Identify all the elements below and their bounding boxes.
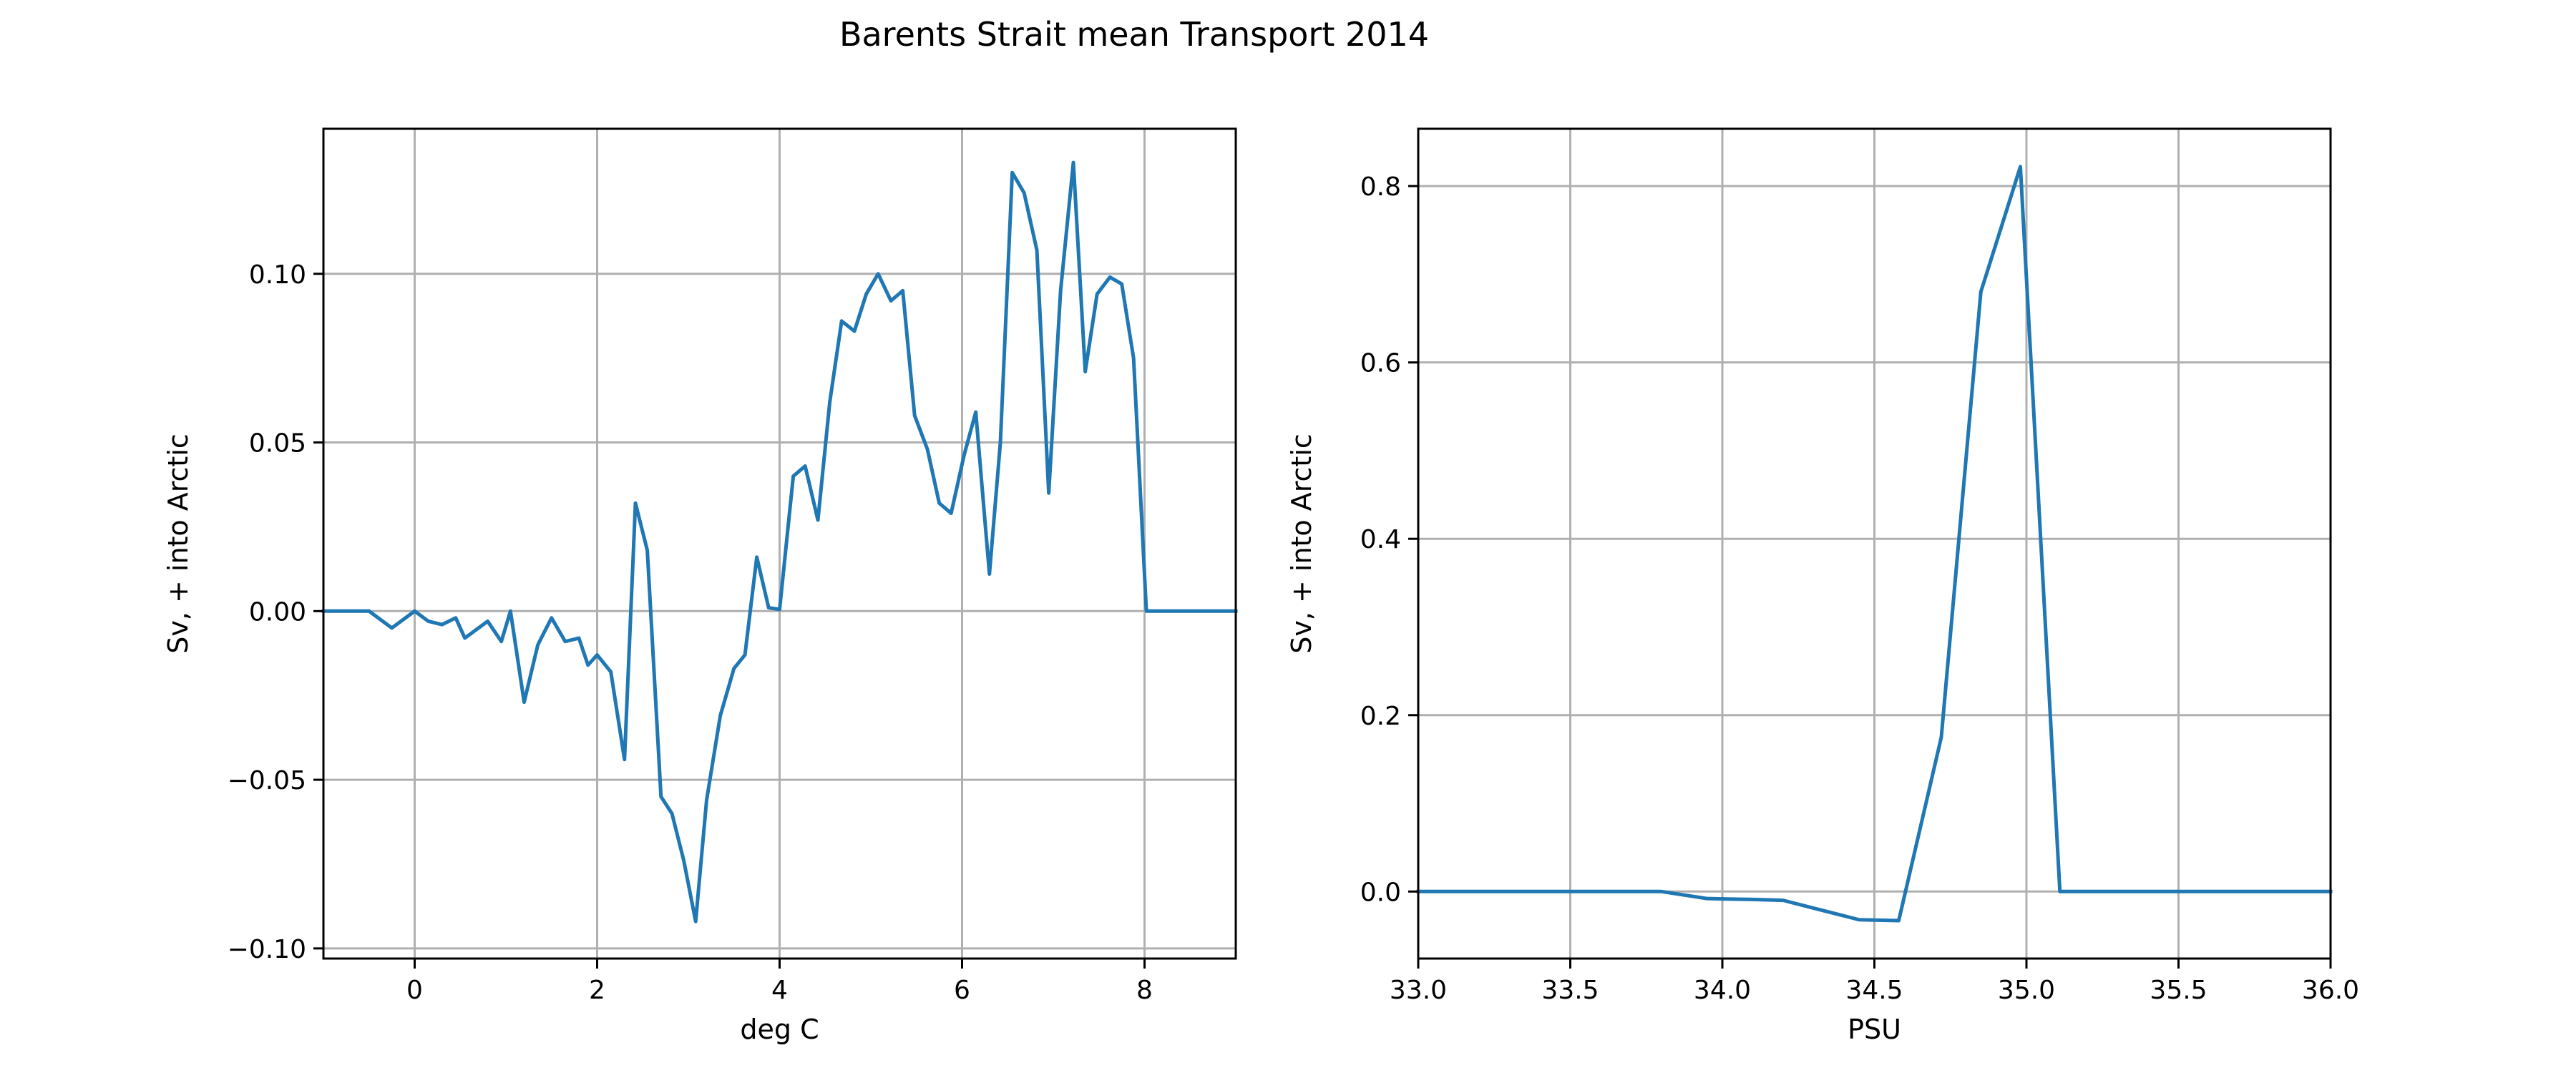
chart-2-x-tick-label-1: 33.0 — [1390, 976, 1447, 1005]
chart-1-x-tick-label-4: 6 — [954, 976, 970, 1005]
chart-2-x-tick-label-4: 34.5 — [1845, 976, 1903, 1005]
chart-2-x-tick-label-7: 36.0 — [2302, 976, 2359, 1005]
chart-1-y-tick-label-1: −0.10 — [228, 935, 306, 964]
chart-1-x-tick-label-3: 4 — [771, 976, 788, 1005]
chart-1-y-tick-label-5: 0.10 — [249, 260, 306, 290]
chart-1-x-tick-label-5: 8 — [1136, 976, 1153, 1005]
chart-1-y-axis-label: Sv, + into Arctic — [162, 433, 194, 654]
chart-2-axes: 33.0 33.5 34.0 34.5 35.0 35.5 36.0 0.0 0.2 0.4 0.6… — [1286, 127, 2359, 1045]
chart-2-y-tick-label-4: 0.6 — [1360, 349, 1401, 378]
figure-title: Barents Strait mean Transport 2014 — [839, 15, 1429, 54]
chart-1-x-tick-label-2: 2 — [589, 976, 605, 1005]
chart-2-series-line-1 — [1416, 165, 2333, 923]
chart-1-axes: 0 2 4 6 8 −0.10 −0.05 0.00 0.05 0.10 deg C Sv, + in… — [162, 127, 1238, 1045]
chart-2-x-tick-label-3: 34.0 — [1694, 976, 1751, 1005]
chart-2-y-tick-label-3: 0.4 — [1360, 525, 1401, 554]
chart-1-series-line-1 — [321, 160, 1238, 923]
chart-2-x-tick-label-5: 35.0 — [1998, 976, 2055, 1005]
chart-1-y-tick-label-3: 0.00 — [249, 597, 306, 627]
chart-1-y-tick-label-2: −0.05 — [228, 766, 306, 795]
chart-2-x-tick-label-6: 35.5 — [2150, 976, 2207, 1005]
chart-1-x-axis-label: deg C — [740, 1014, 819, 1045]
chart-2-x-axis-label: PSU — [1848, 1014, 1901, 1045]
chart-2-y-tick-label-5: 0.8 — [1360, 172, 1401, 202]
chart-2-y-tick-label-1: 0.0 — [1360, 878, 1401, 907]
chart-2-y-axis-label: Sv, + into Arctic — [1286, 433, 1317, 654]
chart-2-y-tick-label-2: 0.2 — [1360, 702, 1401, 731]
chart-2-x-tick-label-2: 33.5 — [1541, 976, 1599, 1005]
chart-1-y-tick-label-4: 0.05 — [249, 429, 306, 459]
subplots: 0 2 4 6 8 −0.10 −0.05 0.00 0.05 0.10 deg C Sv, + in… — [162, 127, 2359, 1045]
chart-1-x-tick-label-1: 0 — [406, 976, 423, 1005]
